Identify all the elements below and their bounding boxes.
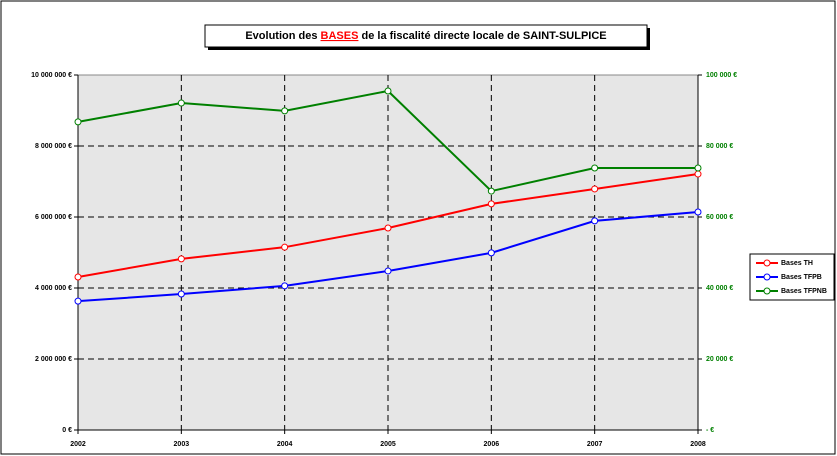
legend-label: Bases TFPNB (781, 288, 827, 295)
data-point (74, 118, 82, 126)
data-point (487, 187, 495, 195)
legend-marker (763, 273, 771, 281)
y-tick-label: 6 000 000 € (35, 214, 72, 221)
data-point (177, 255, 185, 263)
title-part: de la fiscalité directe locale de SAINT-… (358, 30, 606, 42)
data-point (384, 267, 392, 275)
title-part: BASES (321, 30, 359, 42)
legend-label: Bases TFPB (781, 274, 822, 281)
chart-title: Evolution des BASES de la fiscalité dire… (245, 30, 606, 42)
data-point (177, 99, 185, 107)
data-point (591, 185, 599, 193)
legend-marker (763, 259, 771, 267)
y-tick-label: 8 000 000 € (35, 143, 72, 150)
x-tick-label: 2003 (174, 441, 190, 448)
x-tick-label: 2005 (380, 441, 396, 448)
data-point (694, 170, 702, 178)
y2-tick-label: - € (706, 427, 714, 434)
title-part: Evolution des (245, 30, 320, 42)
data-point (74, 297, 82, 305)
data-point (384, 87, 392, 95)
data-point (694, 164, 702, 172)
y-tick-label: 4 000 000 € (35, 285, 72, 292)
data-point (384, 224, 392, 232)
x-tick-label: 2008 (690, 441, 706, 448)
data-point (487, 200, 495, 208)
y2-tick-label: 20 000 € (706, 356, 733, 363)
x-tick-label: 2002 (70, 441, 86, 448)
y2-tick-label: 40 000 € (706, 285, 733, 292)
data-point (281, 282, 289, 290)
data-point (177, 290, 185, 298)
data-point (281, 243, 289, 251)
x-tick-label: 2004 (277, 441, 293, 448)
y-tick-label: 10 000 000 € (31, 72, 72, 79)
y-tick-label: 2 000 000 € (35, 356, 72, 363)
data-point (74, 273, 82, 281)
x-tick-label: 2007 (587, 441, 603, 448)
data-point (281, 107, 289, 115)
data-point (591, 217, 599, 225)
y2-tick-label: 60 000 € (706, 214, 733, 221)
data-point (591, 164, 599, 172)
legend-marker (763, 287, 771, 295)
x-tick-label: 2006 (484, 441, 500, 448)
data-point (694, 208, 702, 216)
y2-tick-label: 80 000 € (706, 143, 733, 150)
data-point (487, 249, 495, 257)
y2-tick-label: 100 000 € (706, 72, 737, 79)
legend-label: Bases TH (781, 260, 813, 267)
y-tick-label: 0 € (62, 427, 72, 434)
title-box (204, 24, 648, 48)
